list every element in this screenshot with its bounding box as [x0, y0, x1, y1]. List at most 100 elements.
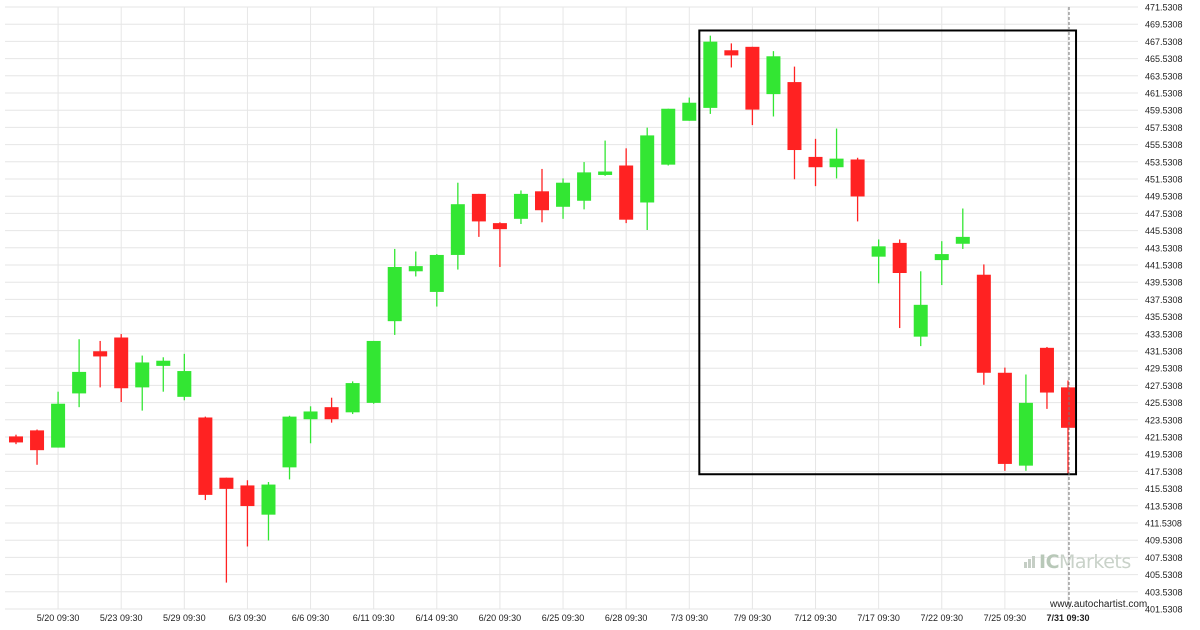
candle-body [177, 371, 192, 397]
candle-body [682, 102, 697, 121]
candle-body [135, 362, 150, 388]
x-tick-label: 6/20 09:30 [479, 613, 522, 623]
candle-body [913, 304, 928, 337]
broker-watermark: ICMarkets [1024, 551, 1131, 573]
candle-body [429, 254, 444, 292]
x-tick-label: 7/31 09:30 [1046, 613, 1089, 623]
candle-body [51, 403, 66, 448]
candle-body [829, 158, 844, 168]
y-axis: 471.5308 469.5308 467.5308 465.5308 463.5308… [1145, 3, 1183, 615]
x-tick-label: 7/3 09:30 [671, 613, 709, 623]
x-tick-label: 7/17 09:30 [857, 613, 900, 623]
y-tick-label: 467.5308 [1145, 37, 1183, 47]
y-tick-label: 447.5308 [1145, 209, 1183, 219]
candle-body [787, 82, 802, 151]
y-tick-label: 433.5308 [1145, 329, 1183, 339]
candle-body [808, 156, 823, 168]
source-credit: www.autochartist.com [1050, 599, 1148, 610]
x-tick-label: 6/28 09:30 [605, 613, 648, 623]
candle-body [492, 223, 507, 230]
y-tick-label: 419.5308 [1145, 450, 1183, 460]
candle-body [387, 266, 402, 322]
candle-body [1061, 387, 1075, 428]
grid-lines [5, 6, 1138, 610]
candle-body [703, 41, 718, 108]
candle-body [303, 411, 318, 420]
candle-body [1018, 402, 1033, 466]
candle-body [577, 172, 592, 201]
y-tick-label: 463.5308 [1145, 71, 1183, 81]
candles [9, 35, 1075, 583]
candle-body [9, 436, 23, 443]
x-tick-label: 7/25 09:30 [984, 613, 1027, 623]
candle-body [261, 484, 276, 515]
y-tick-label: 461.5308 [1145, 89, 1183, 99]
y-tick-label: 409.5308 [1145, 536, 1183, 546]
y-tick-label: 427.5308 [1145, 381, 1183, 391]
x-tick-label: 7/22 09:30 [920, 613, 963, 623]
candle-body [556, 182, 571, 207]
candle-body [30, 430, 45, 451]
x-tick-label: 6/25 09:30 [542, 613, 585, 623]
x-tick-label: 5/20 09:30 [37, 613, 80, 623]
y-tick-label: 403.5308 [1145, 587, 1183, 597]
y-tick-label: 443.5308 [1145, 243, 1183, 253]
candle-body [850, 159, 865, 197]
candle-body [471, 193, 486, 222]
x-tick-label: 7/12 09:30 [794, 613, 837, 623]
y-tick-label: 423.5308 [1145, 415, 1183, 425]
candle-body [640, 135, 655, 203]
y-tick-label: 415.5308 [1145, 484, 1183, 494]
candle-body [724, 50, 739, 56]
y-tick-label: 445.5308 [1145, 226, 1183, 236]
candle-body [408, 266, 423, 272]
candle-body [766, 56, 781, 95]
candle-body [450, 204, 465, 255]
watermark-brand: Markets [1059, 551, 1131, 573]
candle-body [282, 416, 297, 468]
candle-body [219, 477, 234, 489]
y-tick-label: 457.5308 [1145, 123, 1183, 133]
candle-body [955, 236, 970, 244]
candle-body [513, 193, 528, 219]
y-tick-label: 417.5308 [1145, 467, 1183, 477]
candle-body [1039, 347, 1054, 393]
candle-body [72, 371, 87, 394]
x-tick-label: 6/14 09:30 [416, 613, 459, 623]
y-tick-label: 469.5308 [1145, 20, 1183, 30]
pattern-box [698, 29, 1078, 476]
y-tick-label: 401.5308 [1145, 605, 1183, 615]
y-tick-label: 431.5308 [1145, 347, 1183, 357]
candle-body [198, 417, 213, 495]
x-tick-label: 6/3 09:30 [229, 613, 267, 623]
bars-icon [1024, 551, 1036, 573]
y-tick-label: 471.5308 [1145, 3, 1183, 13]
x-tick-label: 6/6 09:30 [292, 613, 330, 623]
y-tick-label: 439.5308 [1145, 278, 1183, 288]
candle-body [240, 485, 255, 507]
candle-body [661, 108, 676, 165]
x-tick-label: 6/11 09:30 [353, 613, 395, 623]
candle-body [366, 340, 381, 403]
y-tick-label: 405.5308 [1145, 570, 1183, 580]
y-tick-label: 411.5308 [1145, 519, 1182, 529]
candle-body [324, 407, 339, 420]
y-tick-label: 465.5308 [1145, 54, 1183, 64]
candle-body [892, 242, 907, 274]
y-tick-label: 441.5308 [1145, 261, 1183, 271]
overlays [698, 7, 1078, 609]
candle-body [598, 171, 613, 175]
candle-body [535, 191, 549, 211]
x-tick-label: 5/23 09:30 [100, 613, 143, 623]
y-tick-label: 451.5308 [1145, 175, 1183, 185]
x-axis: 5/20 09:30 5/23 09:30 5/29 09:30 6/3 09:30 6… [37, 613, 1090, 623]
candle-body [156, 360, 171, 366]
candle-body [871, 246, 886, 257]
y-tick-label: 421.5308 [1145, 433, 1183, 443]
candle-body [745, 46, 760, 110]
y-tick-label: 407.5308 [1145, 553, 1183, 563]
y-tick-label: 455.5308 [1145, 140, 1183, 150]
y-tick-label: 429.5308 [1145, 364, 1183, 374]
